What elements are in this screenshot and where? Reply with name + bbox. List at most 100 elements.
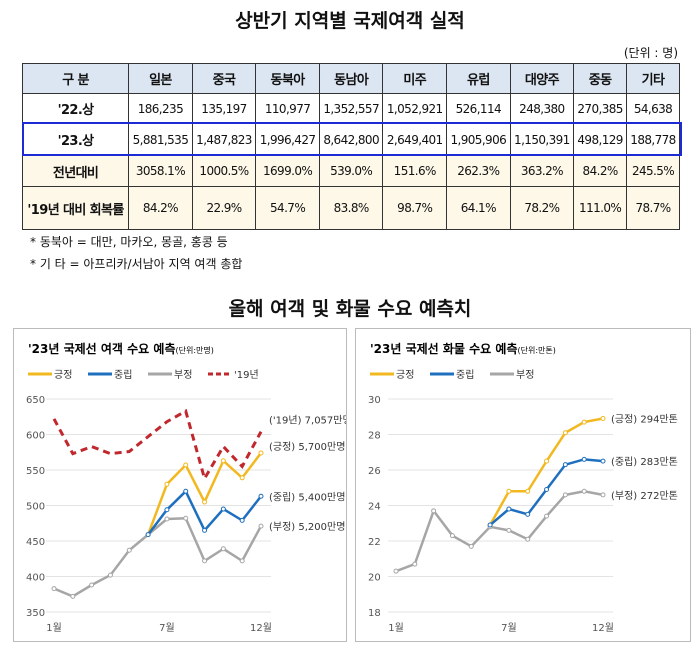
- chart-title: '23년 국제선 여객 수요 예측(단위:만명): [28, 341, 214, 356]
- x-tick-label: 7월: [159, 622, 175, 634]
- column-header: 중동: [573, 63, 628, 94]
- series-end-label: (부정) 272만톤: [611, 490, 678, 502]
- y-tick-label: 400: [26, 573, 45, 584]
- table-cell: 262.3%: [446, 155, 511, 187]
- row-header: '23.상: [21, 123, 130, 156]
- table-cell: 8,642,800: [318, 123, 384, 156]
- y-tick-label: 650: [26, 395, 45, 406]
- table-cell: 363.2%: [509, 155, 575, 187]
- column-header: 일본: [128, 63, 193, 94]
- row-header: '19년 대비 회복률: [21, 186, 130, 230]
- table-cell: 526,114: [446, 93, 511, 124]
- column-header: 동남아: [318, 63, 384, 94]
- table-cell: 54.7%: [255, 186, 320, 230]
- row-header: 전년대비: [21, 155, 130, 187]
- series-end-label: (긍정) 5,700만명: [269, 441, 345, 453]
- y-tick-label: 24: [368, 502, 381, 513]
- data-point: [107, 572, 113, 578]
- table-cell: 186,235: [128, 93, 193, 124]
- data-point: [89, 582, 95, 588]
- series-end-label: (긍정) 294만톤: [611, 414, 678, 426]
- legend-label: 부정: [174, 369, 192, 381]
- y-tick-label: 20: [368, 573, 381, 584]
- column-header: 미주: [382, 63, 448, 94]
- data-point: [449, 533, 455, 539]
- y-tick-label: 18: [368, 608, 381, 619]
- data-point: [202, 527, 208, 533]
- data-point: [581, 419, 587, 425]
- table-cell: 64.1%: [446, 186, 511, 230]
- table-cell: 270,385: [573, 93, 628, 124]
- data-point: [506, 488, 512, 494]
- data-point: [544, 513, 550, 519]
- passenger-forecast-chart: '23년 국제선 여객 수요 예측(단위:만명) 350 400 450 500 550 6…: [13, 328, 347, 642]
- chart-unit: (단위:만명): [176, 345, 214, 355]
- data-point: [544, 487, 550, 493]
- page-title: 상반기 지역별 국제여객 실적: [235, 10, 465, 32]
- unit-label: (단위 : 명): [623, 46, 678, 60]
- data-point: [164, 516, 170, 522]
- data-point: [239, 475, 245, 481]
- table-cell: 78.7%: [626, 186, 680, 230]
- table-cell: 539.0%: [318, 155, 384, 187]
- data-point: [164, 481, 170, 487]
- data-point: [600, 416, 606, 422]
- data-point: [600, 458, 606, 464]
- column-header: 중국: [191, 63, 257, 94]
- table-cell: 245.5%: [626, 155, 680, 187]
- column-header: 기타: [626, 63, 680, 94]
- data-point: [487, 522, 493, 528]
- series-end-label: (부정) 5,200만명: [269, 521, 345, 533]
- legend-label: '19년: [234, 369, 259, 381]
- data-point: [164, 507, 170, 513]
- y-tick-label: 28: [368, 431, 381, 442]
- table-cell: 111.0%: [573, 186, 628, 230]
- data-point: [220, 506, 226, 512]
- cargo-forecast-chart: '23년 국제선 화물 수요 예측(단위:만톤) 18 20 22 24 26 28 30 1월…: [355, 328, 691, 642]
- chart-title: '23년 국제선 화물 수요 예측(단위:만톤): [370, 341, 556, 356]
- legend-label: 긍정: [54, 369, 72, 381]
- data-point: [202, 499, 208, 505]
- series-line: [52, 408, 263, 483]
- data-point: [51, 586, 57, 592]
- data-point: [562, 430, 568, 436]
- highlight-box: [22, 122, 682, 156]
- column-header: 유럽: [446, 63, 511, 94]
- legend-label: 부정: [516, 369, 534, 381]
- table-cell: 1,487,823: [191, 123, 257, 156]
- y-tick-label: 30: [368, 395, 381, 406]
- table-cell: 22.9%: [191, 186, 257, 230]
- data-point: [562, 492, 568, 498]
- data-point: [220, 458, 226, 464]
- x-tick-label: 1월: [388, 622, 404, 634]
- x-tick-label: 7월: [501, 622, 517, 634]
- table-cell: 110,977: [255, 93, 320, 124]
- data-point: [581, 456, 587, 462]
- column-header: 동북아: [255, 63, 320, 94]
- table-cell: 5,881,535: [128, 123, 193, 156]
- data-point: [202, 558, 208, 564]
- table-row: '22.상 186,235 135,197 110,977 1,352,557 1,052…: [21, 93, 680, 124]
- data-point: [468, 543, 474, 549]
- data-point: [525, 488, 531, 494]
- series-line: [53, 516, 263, 598]
- chart-unit: (단위:만톤): [518, 345, 556, 355]
- data-point: [258, 450, 264, 456]
- table-cell: 248,380: [509, 93, 575, 124]
- y-tick-label: 600: [26, 431, 45, 442]
- series-end-label: (중립) 5,400만명: [269, 490, 345, 503]
- data-point: [183, 515, 189, 521]
- data-point: [506, 506, 512, 512]
- data-point: [239, 517, 245, 523]
- table-cell: 98.7%: [382, 186, 448, 230]
- data-point: [525, 511, 531, 517]
- table-cell: 1,352,557: [318, 93, 384, 124]
- data-point: [562, 462, 568, 468]
- y-tick-label: 26: [368, 466, 381, 477]
- regional-passenger-table: 구 분 일본 중국 동북아 동남아 미주 유럽 대양주 중동 기타 '22.상 186,235 135…: [21, 63, 680, 230]
- table-cell: 83.8%: [318, 186, 384, 230]
- data-point: [431, 508, 437, 514]
- table-row: '23.상 5,881,535 1,487,823 1,996,427 8,642,80…: [21, 123, 680, 156]
- x-tick-label: 12월: [592, 622, 614, 634]
- table-cell: 135,197: [191, 93, 257, 124]
